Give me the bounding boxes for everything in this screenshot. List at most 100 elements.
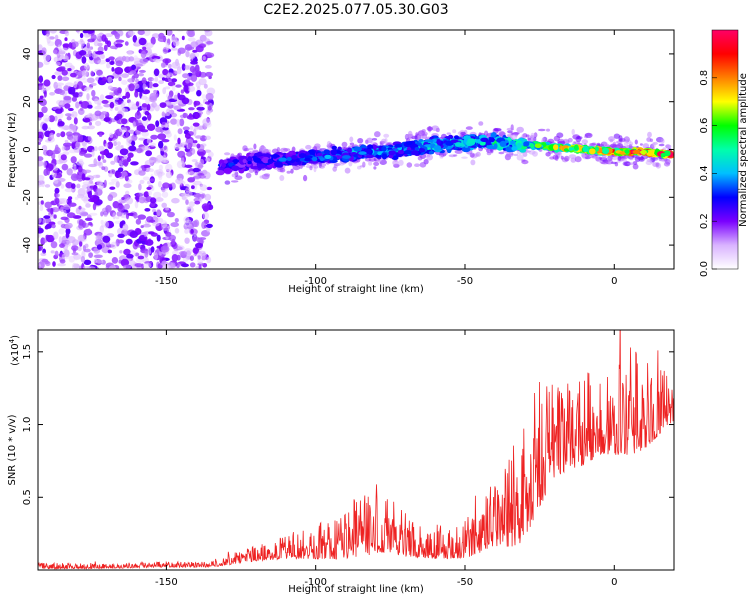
colorbar: 0.0 0.2 0.4 0.6 0.8 Normalized spectral ampl… xyxy=(699,29,749,277)
noise-blob xyxy=(141,116,148,121)
noise-blob xyxy=(88,121,92,126)
noise-blob xyxy=(149,168,154,173)
ridge-blob xyxy=(271,154,280,158)
ridge-blob xyxy=(553,144,559,151)
noise-blob xyxy=(122,95,127,100)
ridge-halo-blob xyxy=(276,147,281,153)
noise-blob xyxy=(191,185,195,190)
noise-blob xyxy=(162,182,170,189)
ridge-blob xyxy=(461,146,471,153)
ridge-halo-blob xyxy=(516,126,524,133)
noise-blob xyxy=(54,250,59,257)
ridge-blob xyxy=(285,152,291,157)
ridge-halo-blob xyxy=(344,167,351,174)
ridge-blob xyxy=(467,138,476,145)
ridge-halo-blob xyxy=(647,131,652,138)
noise-blob xyxy=(195,113,199,119)
ridge-blob xyxy=(253,157,261,163)
noise-blob xyxy=(157,133,167,140)
ridge-halo-blob xyxy=(465,126,473,130)
noise-blob xyxy=(62,165,67,170)
noise-blob xyxy=(195,126,199,130)
noise-blob xyxy=(38,244,41,251)
noise-blob xyxy=(78,219,84,226)
ridge-halo-blob xyxy=(486,151,492,156)
ridge-blob xyxy=(433,145,442,151)
noise-blob xyxy=(83,144,88,150)
noise-blob xyxy=(62,55,69,62)
noise-blob xyxy=(53,178,59,184)
ridge-blob xyxy=(410,150,419,156)
noise-blob xyxy=(61,76,70,82)
noise-blob xyxy=(59,243,65,249)
noise-blob xyxy=(173,144,182,150)
ridge-blob xyxy=(403,150,412,155)
noise-blob xyxy=(84,62,90,70)
noise-blob xyxy=(204,135,211,140)
noise-blob xyxy=(195,81,201,88)
noise-blob xyxy=(98,133,103,137)
noise-blob xyxy=(87,228,91,235)
noise-blob xyxy=(106,40,112,48)
snr-frame xyxy=(37,329,675,571)
noise-blob xyxy=(198,264,202,269)
ridge-halo-blob xyxy=(639,143,643,146)
noise-blob xyxy=(103,220,110,229)
ridge-blob xyxy=(392,148,399,152)
ridge-blob xyxy=(619,151,627,155)
noise-blob xyxy=(152,58,159,62)
noise-blob xyxy=(142,46,147,50)
noise-blob xyxy=(50,241,58,249)
ridge-blob xyxy=(480,137,489,142)
ridge-blob xyxy=(397,150,405,155)
noise-blob xyxy=(70,72,77,78)
noise-blob xyxy=(148,81,153,89)
noise-blob xyxy=(164,86,171,90)
noise-blob xyxy=(78,165,83,173)
ridge-halo-blob xyxy=(303,174,308,182)
ridge-halo-blob xyxy=(364,157,372,162)
noise-blob xyxy=(89,194,99,203)
noise-blob xyxy=(112,97,119,101)
noise-blob xyxy=(67,68,72,72)
noise-blob xyxy=(108,265,117,269)
noise-blob xyxy=(57,121,65,127)
noise-blob xyxy=(52,261,56,267)
noise-blob xyxy=(96,259,104,264)
noise-blob xyxy=(140,50,147,59)
ridge-blob xyxy=(377,151,382,156)
ridge-blob xyxy=(330,149,337,156)
noise-blob xyxy=(138,137,146,141)
noise-blob xyxy=(153,89,158,94)
ridge-blob xyxy=(381,153,387,160)
noise-blob xyxy=(157,36,167,43)
noise-blob xyxy=(144,250,149,258)
ridge-blob xyxy=(632,150,641,154)
ridge-halo-blob xyxy=(253,143,257,150)
y-tick-label: -20 xyxy=(22,189,33,205)
noise-blob xyxy=(38,263,42,269)
noise-blob xyxy=(71,245,79,252)
noise-blob xyxy=(60,216,69,221)
noise-blob xyxy=(128,145,137,152)
ridge-blob xyxy=(324,154,332,159)
noise-blob xyxy=(179,178,183,186)
noise-blob xyxy=(197,162,203,170)
ridge-halo-blob xyxy=(651,142,656,149)
noise-blob xyxy=(77,81,84,89)
noise-blob xyxy=(165,58,169,66)
x-tick-label: 0 xyxy=(611,577,617,588)
noise-blob xyxy=(129,106,134,111)
noise-blob xyxy=(149,219,156,223)
noise-blob xyxy=(121,118,128,125)
ridge-blob xyxy=(568,147,574,151)
noise-blob xyxy=(65,113,72,117)
noise-blob xyxy=(71,111,78,118)
ridge-blob xyxy=(358,151,367,155)
noise-blob xyxy=(196,143,201,149)
noise-blob xyxy=(98,145,105,152)
noise-blob xyxy=(102,159,107,164)
noise-blob xyxy=(64,37,68,42)
noise-blob xyxy=(208,151,214,158)
noise-blob xyxy=(82,181,91,185)
